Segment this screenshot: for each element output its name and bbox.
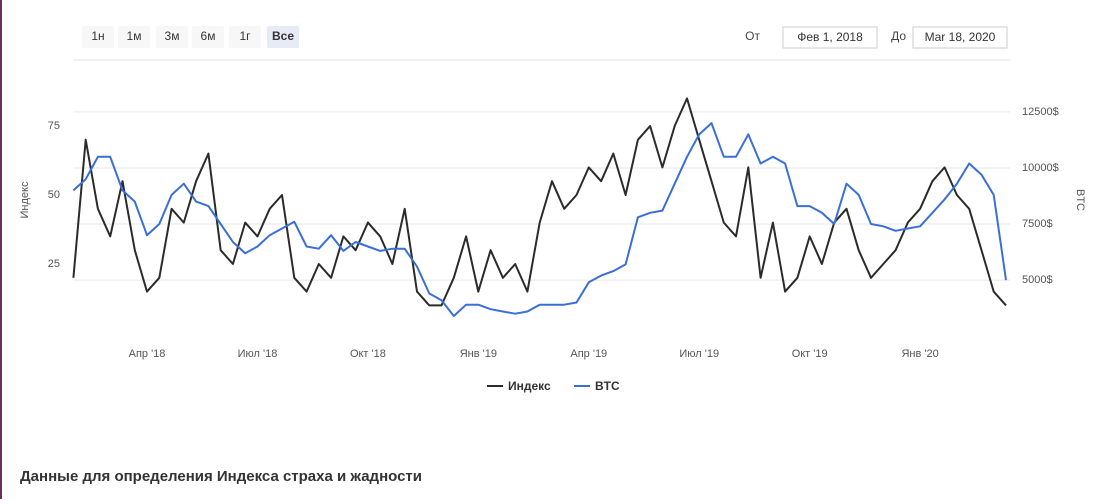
range-button-label: Все: [272, 29, 294, 43]
y-tick-label: 50: [48, 189, 60, 201]
legend-label[interactable]: Индекс: [508, 379, 551, 393]
range-button-label: 3м: [165, 29, 180, 43]
x-tick-label: Июл '19: [679, 348, 719, 360]
range-button[interactable]: [118, 26, 150, 48]
range-button-label: 1г: [239, 29, 251, 43]
x-tick-label: Окт '18: [350, 348, 386, 360]
range-button[interactable]: [229, 26, 261, 48]
range-button[interactable]: [267, 26, 299, 48]
range-button[interactable]: [192, 26, 224, 48]
x-tick-label: Апр '19: [570, 348, 607, 360]
range-button[interactable]: [156, 26, 188, 48]
to-input[interactable]: [912, 26, 1008, 49]
x-tick-label: Июл '18: [238, 348, 278, 360]
series-line: [72, 97, 1007, 307]
section-heading: Данные для определения Индекса страха и …: [20, 468, 422, 485]
y2-axis-title: BTC: [1074, 189, 1086, 211]
x-tick-label: Янв '19: [460, 348, 497, 360]
to-date: Mar 18, 2020: [925, 30, 996, 44]
y2-tick-label: 12500$: [1022, 106, 1059, 118]
y2-tick-label: 7500$: [1022, 218, 1053, 230]
range-button-label: 1н: [91, 29, 104, 43]
x-tick-label: Окт '19: [792, 348, 828, 360]
x-tick-label: Апр '18: [129, 348, 166, 360]
to-label: До: [891, 29, 906, 43]
from-input[interactable]: [782, 26, 878, 49]
y2-tick-label: 10000$: [1022, 162, 1059, 174]
y-tick-label: 25: [48, 258, 60, 270]
range-button-label: 1м: [127, 29, 142, 43]
range-button[interactable]: [82, 26, 114, 48]
x-tick-label: Янв '20: [901, 348, 938, 360]
legend-label[interactable]: BTC: [595, 379, 620, 393]
y-tick-label: 75: [48, 120, 60, 132]
y-axis-title: Индекс: [19, 181, 31, 218]
range-button-label: 6м: [201, 29, 216, 43]
series-line: [72, 122, 1007, 317]
from-date: Фев 1, 2018: [797, 30, 863, 44]
y2-tick-label: 5000$: [1022, 274, 1053, 286]
from-label: От: [745, 29, 760, 43]
